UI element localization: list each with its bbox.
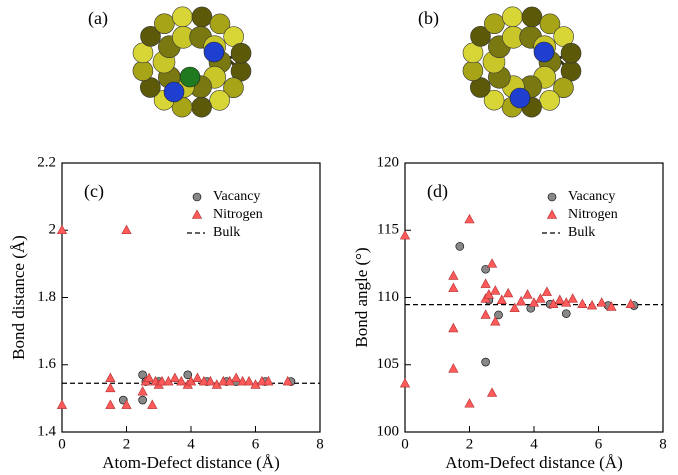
panel-label: (c) — [84, 181, 104, 202]
legend-label: Bulk — [213, 225, 240, 240]
point — [170, 373, 179, 382]
point — [138, 387, 147, 396]
y-tick-label: 1.4 — [37, 423, 56, 439]
x-tick-label: 0 — [401, 436, 409, 452]
figure: (a) (b) 0 2 4 6 8 1.4 1.6 1.8 2 2.2 Atom-Defect di… — [0, 0, 678, 475]
y-tick-label: 1.6 — [37, 356, 56, 372]
y-tick-label: 100 — [377, 423, 400, 439]
point — [193, 373, 202, 382]
y-tick-label: 1.8 — [37, 289, 56, 305]
legend-marker — [192, 210, 201, 219]
plot-frame — [62, 163, 320, 432]
point — [587, 301, 596, 310]
legend-label: Nitrogen — [568, 207, 618, 222]
point — [148, 400, 157, 409]
atom — [561, 43, 581, 63]
x-tick-label: 8 — [316, 436, 324, 452]
point — [481, 279, 490, 288]
atom — [210, 90, 230, 110]
point — [465, 214, 474, 223]
molecule-a — [133, 7, 251, 117]
x-axis-label: Atom-Defect distance (Å) — [102, 453, 279, 472]
point — [244, 377, 253, 386]
atom — [192, 97, 212, 117]
point — [487, 388, 496, 397]
panel-label: (b) — [418, 8, 439, 29]
y-tick-label: 2.2 — [37, 154, 56, 170]
legend-label: Vacancy — [213, 189, 260, 204]
point — [562, 310, 570, 318]
y-tick-label: 2 — [49, 222, 57, 238]
atom — [204, 42, 224, 62]
atom — [502, 7, 522, 27]
atom — [164, 82, 184, 102]
atom — [510, 88, 530, 108]
panel-label: (d) — [427, 181, 448, 202]
x-tick-label: 2 — [123, 436, 131, 452]
x-tick-label: 6 — [252, 436, 260, 452]
point — [491, 286, 500, 295]
point — [449, 364, 458, 373]
point — [449, 271, 458, 280]
panel-label: (a) — [88, 8, 108, 29]
x-tick-label: 8 — [659, 436, 667, 452]
legend-marker — [548, 193, 556, 201]
atom — [463, 61, 483, 81]
point — [555, 295, 564, 304]
atom — [192, 7, 212, 27]
atom — [172, 7, 192, 27]
point — [449, 283, 458, 292]
point — [578, 299, 587, 308]
atom — [484, 14, 504, 34]
atom — [540, 90, 560, 110]
atom — [154, 14, 174, 34]
point — [400, 231, 409, 240]
atom — [534, 42, 554, 62]
legend-marker — [193, 193, 201, 201]
y-tick-label: 115 — [377, 222, 399, 238]
y-axis-label: Bond distance (Å) — [9, 235, 28, 360]
point — [106, 400, 115, 409]
point — [57, 225, 66, 234]
x-tick-label: 0 — [58, 436, 66, 452]
legend-label: Nitrogen — [213, 207, 263, 222]
x-tick-label: 2 — [466, 436, 474, 452]
x-axis-label: Atom-Defect distance (Å) — [445, 453, 622, 472]
point — [122, 225, 131, 234]
point — [400, 379, 409, 388]
point — [456, 242, 464, 250]
y-tick-label: 110 — [377, 289, 399, 305]
atom — [231, 43, 251, 63]
point — [106, 383, 115, 392]
x-tick-label: 6 — [595, 436, 603, 452]
legend-marker — [547, 210, 556, 219]
x-tick-label: 4 — [187, 436, 195, 452]
point — [106, 373, 115, 382]
atom — [180, 67, 200, 87]
point — [57, 400, 66, 409]
x-tick-label: 4 — [530, 436, 538, 452]
point — [487, 259, 496, 268]
point — [568, 294, 577, 303]
point — [465, 399, 474, 408]
molecule-b — [463, 7, 581, 117]
point — [139, 396, 147, 404]
atom — [522, 7, 542, 27]
legend-label: Bulk — [568, 225, 595, 240]
legend-label: Vacancy — [568, 189, 615, 204]
y-tick-label: 120 — [377, 154, 400, 170]
atom — [133, 61, 153, 81]
point — [523, 290, 532, 299]
y-tick-label: 105 — [377, 356, 400, 372]
point — [504, 288, 513, 297]
point — [481, 310, 490, 319]
point — [232, 373, 241, 382]
point — [482, 358, 490, 366]
y-axis-label: Bond angle (°) — [352, 247, 371, 347]
point — [597, 298, 606, 307]
point — [449, 323, 458, 332]
point — [542, 287, 551, 296]
